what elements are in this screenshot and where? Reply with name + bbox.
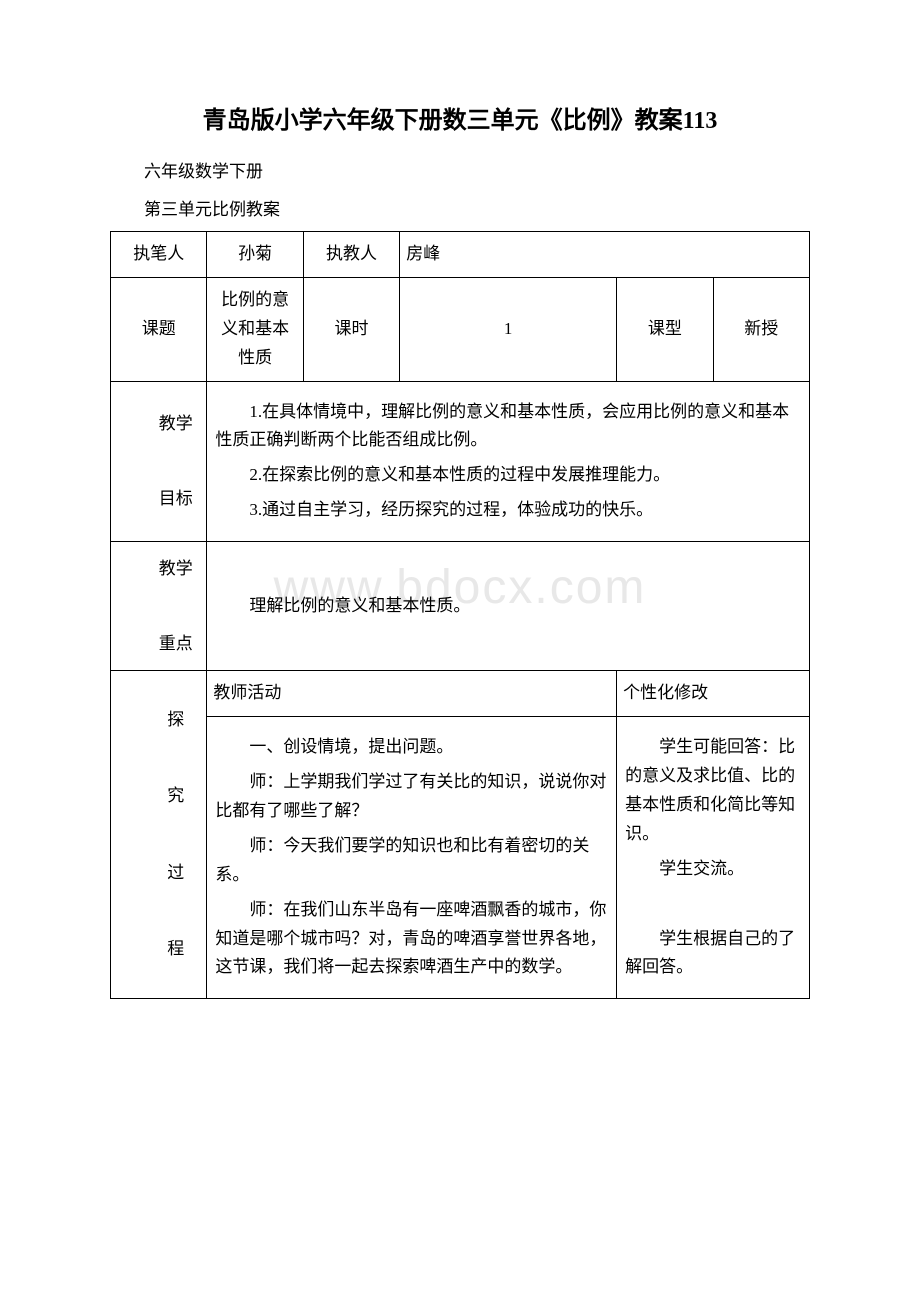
label-type: 课型 — [617, 277, 713, 381]
table-row: 一、创设情境，提出问题。 师：上学期我们学过了有关比的知识，说说你对比都有了哪些… — [111, 717, 810, 999]
table-row: 课题 比例的意义和基本性质 课时 1 课型 新授 — [111, 277, 810, 381]
intro-line-2: 第三单元比例教案 — [110, 193, 810, 227]
value-type: 新授 — [713, 277, 809, 381]
personalization-content: 学生可能回答：比的意义及求比值、比的基本性质和化简比等知识。 学生交流。 学生根… — [617, 717, 810, 999]
header-teacher-activity: 教师活动 — [207, 671, 617, 717]
header-personalization: 个性化修改 — [617, 671, 810, 717]
document-content: 青岛版小学六年级下册数三单元《比例》教案113 六年级数学下册 第三单元比例教案… — [110, 100, 810, 999]
label-process: 探 究 过 程 — [111, 671, 207, 999]
value-period: 1 — [400, 277, 617, 381]
label-topic: 课题 — [111, 277, 207, 381]
page-title: 青岛版小学六年级下册数三单元《比例》教案113 — [110, 100, 810, 135]
value-keypoint: 理解比例的意义和基本性质。 — [207, 542, 810, 671]
intro-line-1: 六年级数学下册 — [110, 155, 810, 189]
table-row: 教学 目标 1.在具体情境中，理解比例的意义和基本性质，会应用比例的意义和基本性… — [111, 381, 810, 542]
value-topic: 比例的意义和基本性质 — [207, 277, 303, 381]
label-teacher: 执教人 — [303, 232, 399, 278]
label-keypoint: 教学 重点 — [111, 542, 207, 671]
teacher-activity-content: 一、创设情境，提出问题。 师：上学期我们学过了有关比的知识，说说你对比都有了哪些… — [207, 717, 617, 999]
label-period: 课时 — [303, 277, 399, 381]
table-row: 探 究 过 程 教师活动 个性化修改 — [111, 671, 810, 717]
label-author: 执笔人 — [111, 232, 207, 278]
table-row: 教学 重点 理解比例的意义和基本性质。 — [111, 542, 810, 671]
label-objectives: 教学 目标 — [111, 381, 207, 542]
table-row: 执笔人 孙菊 执教人 房峰 — [111, 232, 810, 278]
lesson-plan-table: 执笔人 孙菊 执教人 房峰 课题 比例的意义和基本性质 课时 1 — [110, 231, 810, 999]
value-author: 孙菊 — [207, 232, 303, 278]
value-teacher: 房峰 — [400, 232, 810, 278]
value-objectives: 1.在具体情境中，理解比例的意义和基本性质，会应用比例的意义和基本性质正确判断两… — [207, 381, 810, 542]
